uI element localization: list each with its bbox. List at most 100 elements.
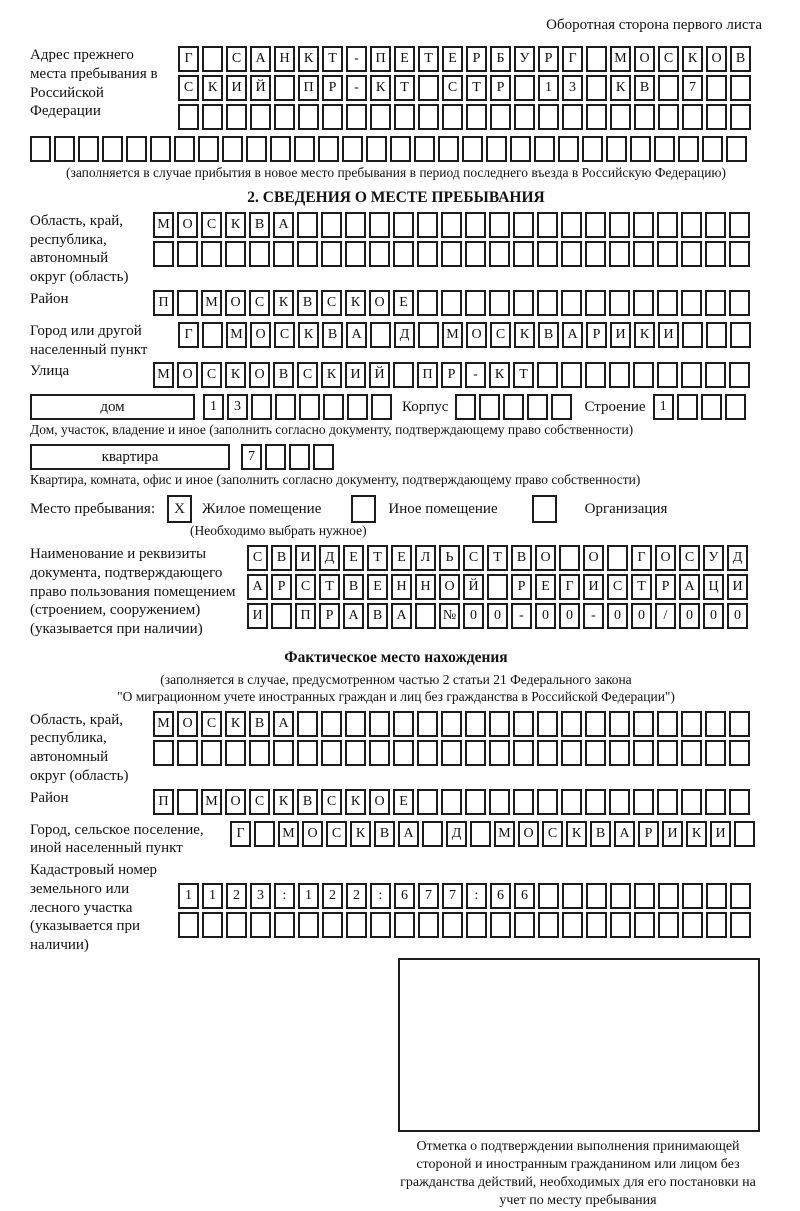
- char-cell[interactable]: [322, 912, 343, 938]
- char-cell[interactable]: Д: [446, 820, 467, 847]
- char-cell[interactable]: [705, 788, 726, 815]
- char-cell[interactable]: М: [153, 362, 174, 389]
- char-cell[interactable]: [271, 603, 292, 629]
- char-cell[interactable]: 0: [703, 603, 724, 629]
- char-cell[interactable]: Г: [562, 46, 583, 72]
- char-cell[interactable]: [177, 240, 198, 267]
- char-cell[interactable]: [681, 739, 702, 766]
- char-cell[interactable]: [417, 739, 438, 766]
- char-cell[interactable]: [585, 289, 606, 316]
- char-cell[interactable]: [394, 104, 415, 130]
- char-cell[interactable]: В: [538, 321, 559, 348]
- char-cell[interactable]: [345, 240, 366, 267]
- char-cell[interactable]: Р: [466, 46, 487, 72]
- char-cell[interactable]: Н: [415, 574, 436, 600]
- char-cell[interactable]: [178, 912, 199, 938]
- char-cell[interactable]: [415, 603, 436, 629]
- inoe-checkbox[interactable]: [351, 495, 377, 524]
- char-cell[interactable]: С: [201, 710, 222, 737]
- char-cell[interactable]: [513, 289, 534, 316]
- char-cell[interactable]: [513, 710, 534, 737]
- char-cell[interactable]: [369, 211, 390, 238]
- char-cell[interactable]: [366, 136, 387, 162]
- char-cell[interactable]: К: [202, 75, 223, 101]
- char-cell[interactable]: [249, 240, 270, 267]
- char-cell[interactable]: 3: [562, 75, 583, 101]
- char-cell[interactable]: [177, 739, 198, 766]
- char-cell[interactable]: [729, 362, 750, 389]
- char-cell[interactable]: О: [250, 321, 271, 348]
- char-cell[interactable]: С: [658, 46, 679, 72]
- house-type-box[interactable]: дом: [30, 394, 195, 421]
- char-cell[interactable]: [682, 321, 703, 348]
- char-cell[interactable]: [729, 788, 750, 815]
- char-cell[interactable]: [586, 883, 607, 909]
- char-cell[interactable]: 1: [203, 394, 224, 421]
- char-cell[interactable]: -: [346, 46, 367, 72]
- char-cell[interactable]: [54, 136, 75, 162]
- char-cell[interactable]: [585, 710, 606, 737]
- char-cell[interactable]: Т: [487, 545, 508, 571]
- char-cell[interactable]: М: [442, 321, 463, 348]
- char-cell[interactable]: [299, 394, 320, 421]
- char-cell[interactable]: Р: [538, 46, 559, 72]
- char-cell[interactable]: А: [679, 574, 700, 600]
- char-cell[interactable]: Т: [418, 46, 439, 72]
- char-cell[interactable]: У: [514, 46, 535, 72]
- char-cell[interactable]: [705, 710, 726, 737]
- char-cell[interactable]: О: [583, 545, 604, 571]
- char-cell[interactable]: 2: [226, 883, 247, 909]
- char-cell[interactable]: [178, 104, 199, 130]
- char-cell[interactable]: [417, 240, 438, 267]
- char-cell[interactable]: [442, 912, 463, 938]
- char-cell[interactable]: [561, 289, 582, 316]
- char-cell[interactable]: И: [662, 820, 683, 847]
- char-cell[interactable]: П: [295, 603, 316, 629]
- char-cell[interactable]: 6: [514, 883, 535, 909]
- char-cell[interactable]: 1: [178, 883, 199, 909]
- char-cell[interactable]: Р: [655, 574, 676, 600]
- char-cell[interactable]: 0: [463, 603, 484, 629]
- char-cell[interactable]: К: [298, 46, 319, 72]
- apartment-number-row[interactable]: 7: [241, 444, 334, 471]
- char-cell[interactable]: [730, 883, 751, 909]
- char-cell[interactable]: №: [439, 603, 460, 629]
- char-cell[interactable]: [734, 820, 755, 847]
- char-cell[interactable]: Ь: [439, 545, 460, 571]
- char-cell[interactable]: [657, 710, 678, 737]
- char-cell[interactable]: [681, 710, 702, 737]
- char-cell[interactable]: Г: [631, 545, 652, 571]
- char-cell[interactable]: [297, 739, 318, 766]
- char-cell[interactable]: [254, 820, 275, 847]
- char-cell[interactable]: [585, 211, 606, 238]
- char-cell[interactable]: [705, 240, 726, 267]
- char-cell[interactable]: [538, 883, 559, 909]
- char-cell[interactable]: [609, 788, 630, 815]
- char-cell[interactable]: [246, 136, 267, 162]
- char-cell[interactable]: [729, 289, 750, 316]
- char-cell[interactable]: [321, 739, 342, 766]
- char-cell[interactable]: С: [679, 545, 700, 571]
- char-cell[interactable]: [609, 362, 630, 389]
- char-cell[interactable]: :: [274, 883, 295, 909]
- char-cell[interactable]: [537, 788, 558, 815]
- char-cell[interactable]: [510, 136, 531, 162]
- char-cell[interactable]: [297, 710, 318, 737]
- char-cell[interactable]: [513, 739, 534, 766]
- char-cell[interactable]: [322, 104, 343, 130]
- char-cell[interactable]: К: [350, 820, 371, 847]
- char-cell[interactable]: [681, 289, 702, 316]
- char-cell[interactable]: [681, 788, 702, 815]
- char-cell[interactable]: [346, 912, 367, 938]
- char-cell[interactable]: Т: [394, 75, 415, 101]
- char-cell[interactable]: [706, 104, 727, 130]
- char-cell[interactable]: [538, 104, 559, 130]
- char-cell[interactable]: [678, 136, 699, 162]
- char-cell[interactable]: К: [225, 710, 246, 737]
- char-cell[interactable]: [466, 104, 487, 130]
- char-cell[interactable]: С: [274, 321, 295, 348]
- char-cell[interactable]: 6: [490, 883, 511, 909]
- char-cell[interactable]: В: [367, 603, 388, 629]
